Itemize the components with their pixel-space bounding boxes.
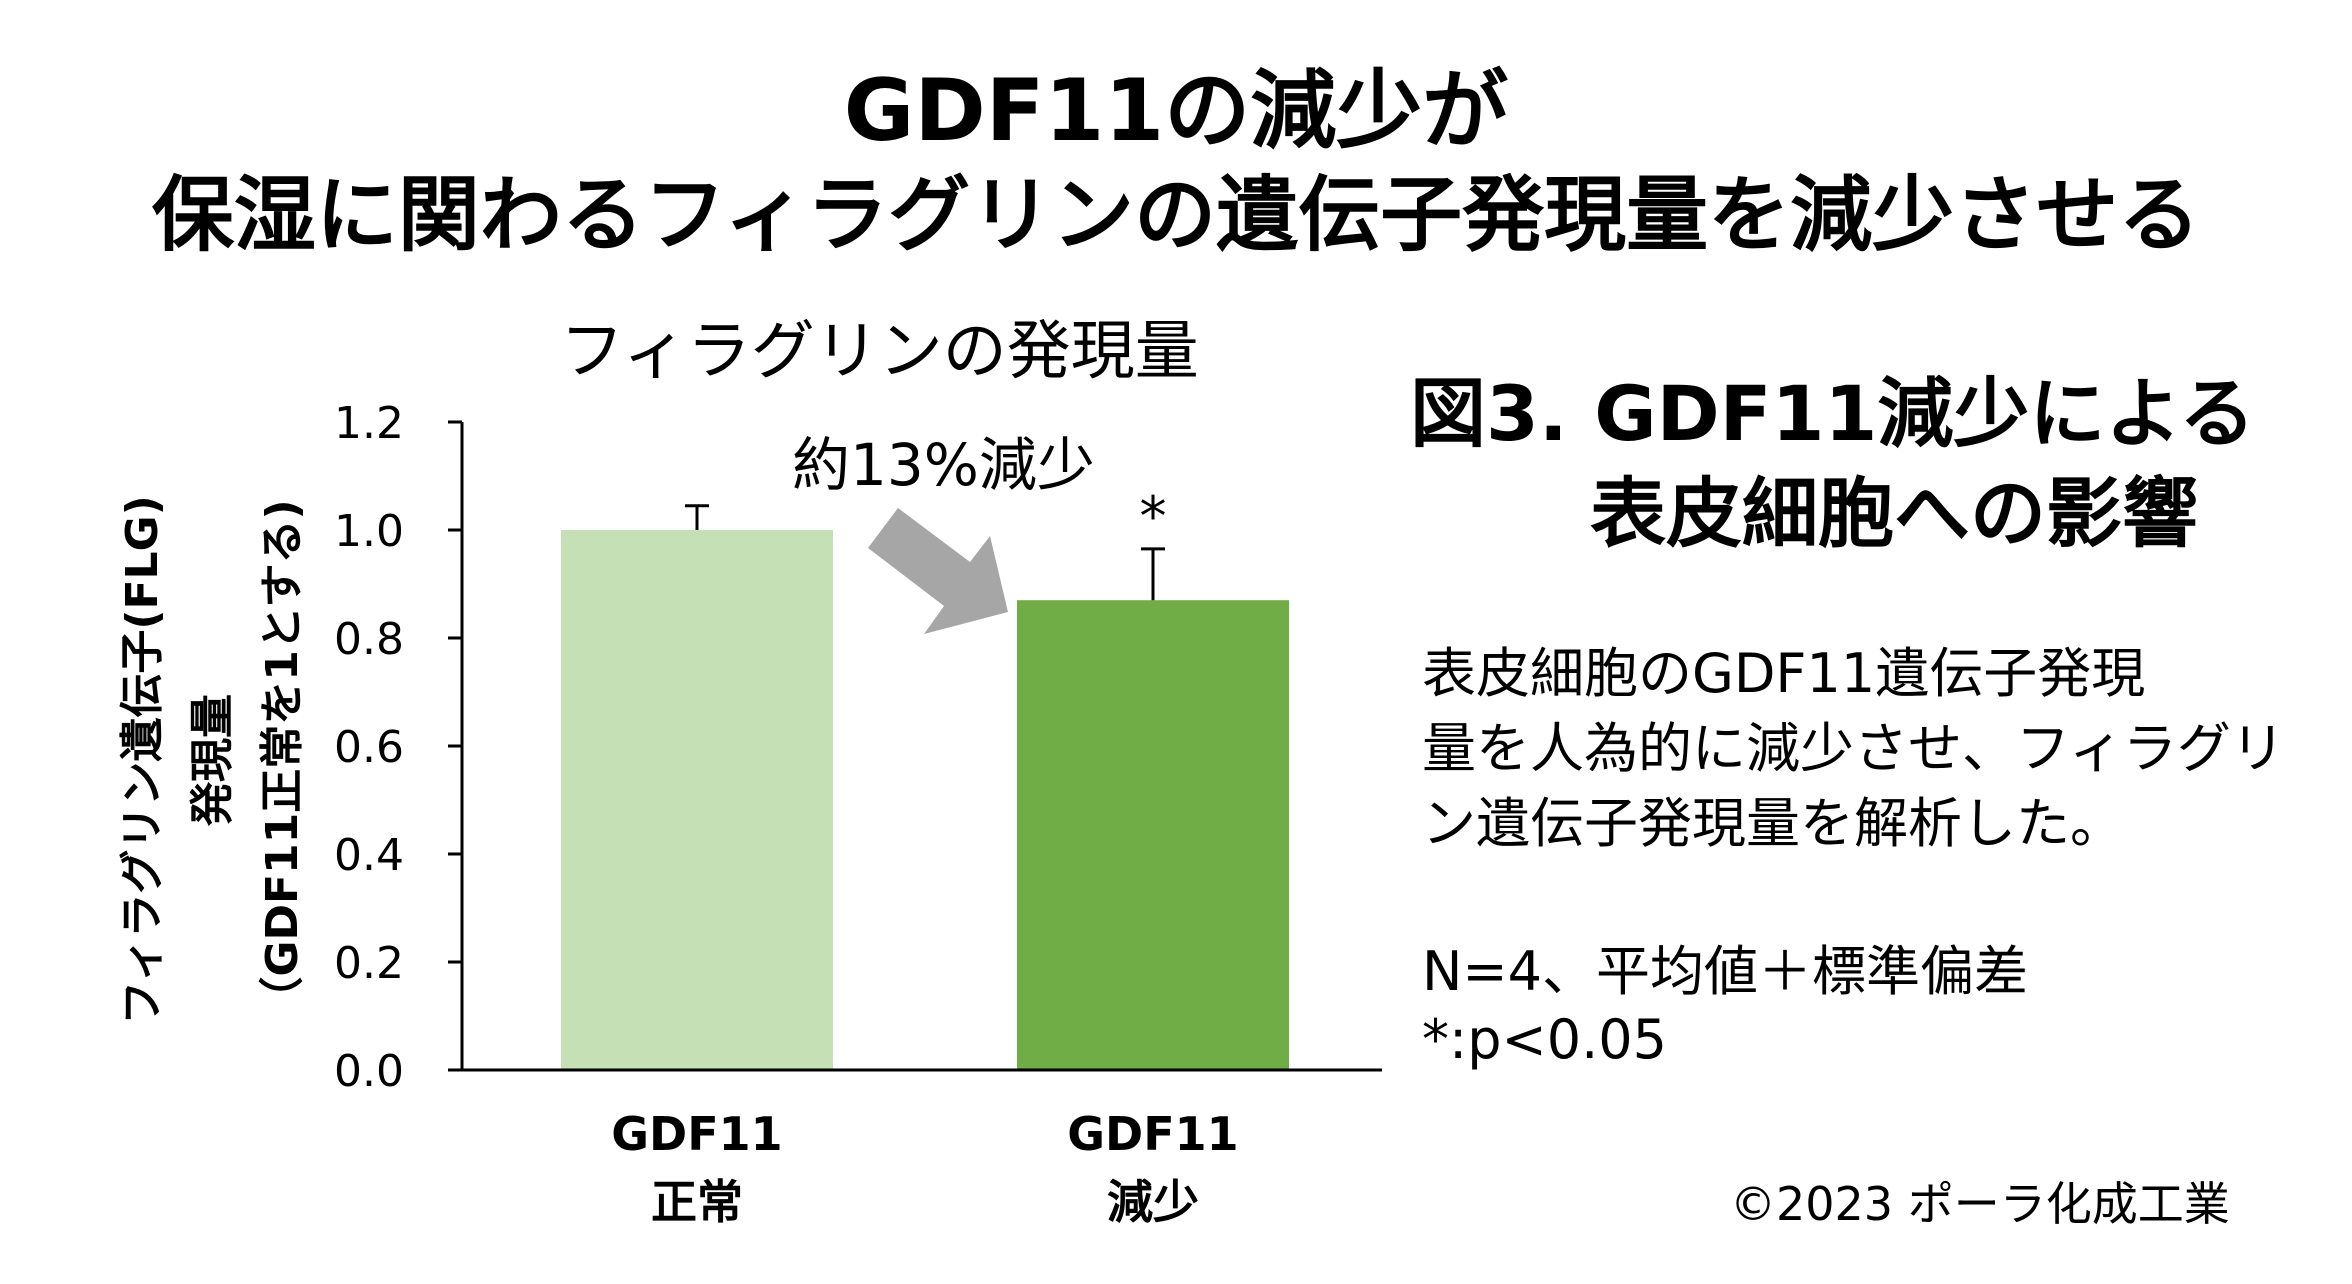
reduction-annotation: 約13%減少 bbox=[792, 431, 1095, 499]
y-tick-label: 0.6 bbox=[334, 722, 404, 773]
y-tick-label: 1.0 bbox=[334, 506, 404, 557]
y-tick-label: 0.2 bbox=[334, 938, 404, 989]
figure-title: 図3. GDF11減少による 表皮細胞への影響 bbox=[1410, 364, 2310, 564]
copyright: ©2023 ポーラ化成工業 bbox=[1730, 1177, 2230, 1231]
description-line-3: ン遺伝子発現量を解析した。 bbox=[1422, 792, 2124, 855]
y-tick-label: 0.0 bbox=[334, 1046, 404, 1097]
stats-line-2: *:p<0.05 bbox=[1422, 1008, 1667, 1071]
y-tick-label: 1.2 bbox=[334, 398, 404, 449]
x-category-label-2-line-2: 減少 bbox=[1107, 1175, 1199, 1229]
stats-line-1: N=4、平均値＋標準偏差 bbox=[1422, 940, 2028, 1003]
page-title-line-1: GDF11の減少が bbox=[843, 61, 1509, 161]
significance-marker: * bbox=[1140, 485, 1167, 548]
y-tick-label: 0.8 bbox=[334, 614, 404, 665]
page-title-line-2: 保湿に関わるフィラグリンの遺伝子発現量を減少させる bbox=[151, 168, 2201, 263]
chart-title: フィラグリンの発現量 bbox=[560, 315, 1199, 389]
figure-description: 表皮細胞のGDF11遺伝子発現 量を人為的に減少させ、フィラグリ ン遺伝子発現量… bbox=[1422, 636, 2285, 861]
description-line-1: 表皮細胞のGDF11遺伝子発現 bbox=[1422, 642, 2146, 705]
figure-title-line-1: 図3. GDF11減少による bbox=[1410, 369, 2256, 458]
x-category-label-2-line-1: GDF11 bbox=[1067, 1107, 1238, 1161]
figure-title-line-2: 表皮細胞への影響 bbox=[1590, 469, 2198, 558]
bar-2 bbox=[1017, 600, 1289, 1070]
x-category-label-1-line-2: 正常 bbox=[651, 1175, 743, 1229]
y-tick-label: 0.4 bbox=[334, 830, 404, 881]
bar-1 bbox=[561, 530, 833, 1070]
description-line-2: 量を人為的に減少させ、フィラグリ bbox=[1422, 717, 2285, 780]
x-category-label-1-line-1: GDF11 bbox=[611, 1107, 782, 1161]
statistics-note: N=4、平均値＋標準偏差 *:p<0.05 bbox=[1422, 938, 2028, 1074]
decrease-arrow-icon bbox=[868, 508, 1008, 634]
